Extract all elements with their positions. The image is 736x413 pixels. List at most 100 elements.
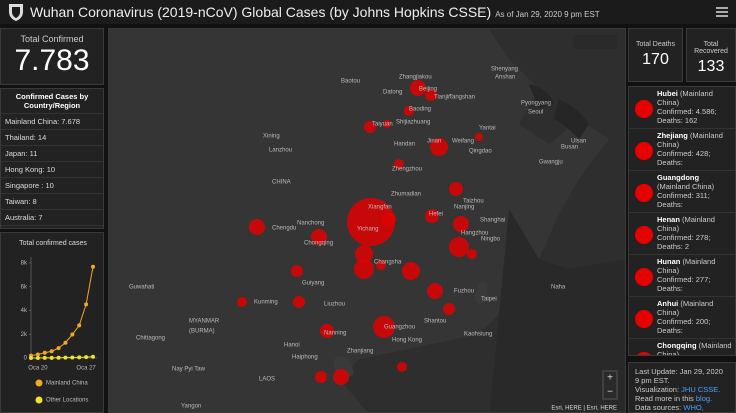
place-label: Guangzhou bbox=[384, 325, 415, 331]
legend-label: Mainland China bbox=[46, 381, 88, 387]
place-label: Naha bbox=[551, 285, 566, 291]
zoom-control[interactable] bbox=[602, 370, 618, 400]
place-label: Fuzhou bbox=[454, 289, 474, 295]
place-label: Baoding bbox=[409, 107, 431, 113]
case-circle bbox=[315, 371, 327, 383]
list-item: Mainland China: 7.678 bbox=[1, 114, 103, 130]
place-label: Nanjing bbox=[454, 205, 474, 211]
link[interactable]: blog. bbox=[695, 394, 713, 403]
place-label: Beijing bbox=[419, 87, 437, 93]
y-tick-label: 4k bbox=[21, 308, 28, 314]
y-tick-label: 6k bbox=[21, 284, 28, 290]
place-label: Hanoi bbox=[284, 343, 300, 349]
list-item: Hong Kong: 10 bbox=[1, 162, 103, 178]
zoom-out[interactable]: − bbox=[607, 387, 613, 398]
list-item: Taiwan: 8 bbox=[1, 194, 103, 210]
chart: Total confirmed cases 0 2k 4k 6k 8k Oca 20 Oca… bbox=[19, 240, 97, 404]
total-recovered: Total Recovered 133 bbox=[686, 28, 736, 82]
case-circle bbox=[410, 80, 426, 96]
place-label: LAOS bbox=[259, 377, 275, 383]
y-tick-label: 8k bbox=[21, 261, 28, 267]
case-circle bbox=[293, 296, 305, 308]
place-label: Qingdao bbox=[469, 149, 492, 155]
place-label: Handan bbox=[394, 142, 415, 148]
y-tick-label: 0 bbox=[24, 356, 28, 362]
place-label: Shanghai bbox=[480, 218, 505, 224]
case-circle bbox=[364, 121, 376, 133]
place-label: Xining bbox=[263, 134, 280, 140]
map[interactable]: Baotou Zhangjiakou Beijing Datong Tianjin Bao… bbox=[108, 28, 626, 413]
case-circle bbox=[449, 182, 463, 196]
province-item: Henan (Mainland China) Confirmed: 278; Dea… bbox=[629, 213, 735, 255]
sea bbox=[529, 84, 589, 139]
legend-swatch bbox=[35, 379, 43, 387]
chart-title: Total confirmed cases bbox=[19, 240, 87, 247]
case-circle bbox=[249, 219, 265, 235]
case-circle bbox=[291, 265, 303, 277]
case-circle bbox=[397, 362, 407, 372]
zoom-in[interactable]: + bbox=[607, 373, 613, 384]
region: (Mainland China) bbox=[657, 89, 713, 107]
place-label: Guwahati bbox=[129, 285, 154, 291]
link[interactable]: JHU CSSE. bbox=[681, 385, 721, 394]
region: (Mainland China) bbox=[657, 215, 715, 233]
confirmed: Confirmed: 4.586; bbox=[657, 107, 717, 116]
point bbox=[56, 346, 61, 351]
place-label: Zhangjiakou bbox=[399, 75, 432, 81]
taiwan bbox=[474, 281, 488, 304]
confirmed: Confirmed: 200; bbox=[657, 317, 711, 326]
read-line: Read more in this blog. bbox=[635, 394, 729, 403]
list-title: Confirmed Cases by Country/Region bbox=[1, 89, 103, 114]
total-confirmed: Total Confirmed 7.783 bbox=[0, 28, 104, 85]
case-circle bbox=[402, 262, 420, 280]
header: Wuhan Coronavirus (2019-nCoV) Global Cas… bbox=[0, 0, 736, 24]
province-name: Chongqing bbox=[657, 341, 697, 350]
place-label: Hong Kong bbox=[392, 338, 422, 344]
point bbox=[77, 323, 82, 328]
list-item: Japan: 11 bbox=[1, 146, 103, 162]
list-item: Macau: 7 bbox=[1, 226, 103, 228]
case-circle bbox=[443, 303, 455, 315]
place-label: Nay Pyi Taw bbox=[172, 367, 206, 373]
place-label: Chittagong bbox=[136, 336, 165, 342]
point bbox=[63, 355, 68, 360]
place-label: Kaohsiung bbox=[464, 332, 492, 338]
place-label: (BURMA) bbox=[189, 329, 215, 335]
case-circle bbox=[449, 237, 469, 257]
point bbox=[91, 264, 95, 269]
place-label: Xiangfan bbox=[368, 205, 392, 211]
label: Total Deaths bbox=[636, 41, 675, 48]
case-circle bbox=[382, 212, 396, 226]
deaths: Deaths: bbox=[657, 200, 683, 209]
point bbox=[91, 354, 95, 359]
place-label: Guiyang bbox=[302, 281, 324, 287]
list-item: Thailand: 14 bbox=[1, 130, 103, 146]
place-label: Nanchong bbox=[297, 221, 324, 227]
place-label: Haiphong bbox=[292, 355, 318, 361]
last-update: Last Update: Jan 29, 2020 9 pm EST. Visu… bbox=[628, 362, 736, 413]
place-label: Zhumadian bbox=[391, 192, 421, 198]
series-line bbox=[30, 356, 94, 359]
place-label: Yichang bbox=[357, 227, 378, 233]
deaths: Deaths: 162 bbox=[657, 116, 698, 125]
place-label: Shantou bbox=[424, 319, 446, 325]
link[interactable]: WHO, bbox=[683, 403, 704, 412]
place-label: Nanning bbox=[324, 331, 346, 337]
list-item: Australia: 7 bbox=[1, 210, 103, 226]
text: Visualization: bbox=[635, 385, 680, 394]
place-label: Zhengzhou bbox=[392, 167, 422, 173]
point bbox=[35, 352, 40, 357]
map-canvas[interactable]: Baotou Zhangjiakou Beijing Datong TianjinBao… bbox=[109, 29, 626, 413]
value: 170 bbox=[642, 51, 669, 68]
menu-icon[interactable] bbox=[716, 7, 728, 17]
place-label: Jinan bbox=[427, 139, 441, 145]
place-label: Kunming bbox=[254, 300, 278, 306]
province-name: Guangdong bbox=[657, 173, 700, 182]
region: (Mainland China) bbox=[657, 131, 723, 149]
value: 133 bbox=[697, 58, 725, 75]
province-items: Hubei (Mainland China) Confirmed: 4.586; D… bbox=[629, 87, 735, 355]
place-label: Taizhou bbox=[463, 199, 484, 205]
map-tools[interactable] bbox=[573, 35, 617, 49]
place-label: Shijiazhuang bbox=[396, 120, 430, 126]
